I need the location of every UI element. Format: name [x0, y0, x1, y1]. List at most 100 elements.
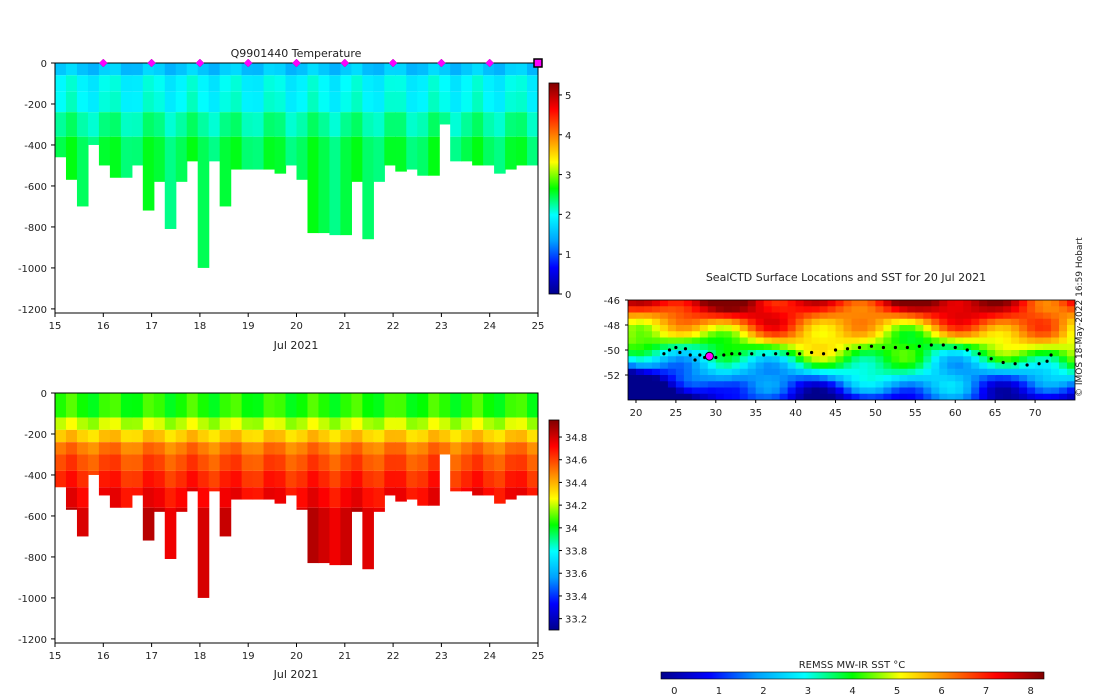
sst-cell — [707, 387, 717, 395]
sst-cell — [643, 312, 653, 320]
section-cell — [417, 487, 429, 506]
sst-cell — [827, 331, 837, 339]
sst-cell — [659, 375, 669, 382]
section-cell — [362, 429, 374, 443]
sst-cell — [803, 331, 813, 339]
section-cell — [362, 442, 374, 455]
section-cell — [197, 63, 210, 76]
sst-cell — [771, 393, 781, 400]
sst-cell — [931, 306, 940, 314]
sst-cell — [763, 300, 773, 307]
sst-cell — [723, 312, 733, 320]
sst-cell — [1035, 331, 1044, 339]
sst-cell — [659, 368, 669, 376]
sst-cell — [899, 362, 908, 370]
section-cell — [362, 75, 374, 92]
sst-cell — [979, 381, 988, 389]
colorbar-tick-label: 34.6 — [565, 456, 587, 467]
sst-cell — [731, 362, 741, 370]
sst-cell — [779, 350, 789, 357]
track-point — [965, 348, 969, 352]
sst-cell — [683, 356, 693, 364]
sst-cell — [971, 318, 980, 326]
sst-cell — [907, 331, 916, 339]
sst-cell — [667, 375, 677, 382]
sst-cell — [803, 306, 813, 314]
sst-cell — [731, 368, 741, 376]
track-point — [683, 347, 688, 351]
section-cell — [87, 91, 100, 113]
section-cell — [252, 91, 265, 113]
sst-cell — [723, 337, 733, 345]
track-point — [1037, 362, 1041, 366]
sst-cell — [723, 343, 733, 351]
sst-cell — [931, 356, 940, 364]
section-cell — [208, 393, 221, 418]
sst-cell — [979, 331, 988, 339]
section-cell — [175, 91, 188, 113]
x-tick-label: 22 — [387, 321, 400, 332]
sst-cell — [667, 356, 677, 364]
sst-cell — [1051, 306, 1060, 314]
sst-field — [628, 300, 1075, 400]
sst-cell — [1003, 312, 1012, 320]
section-cell — [142, 454, 155, 471]
sst-cell — [1043, 375, 1052, 382]
sst-cell — [931, 325, 940, 332]
section-cell — [109, 442, 122, 455]
sst-cell — [635, 331, 645, 339]
sst-cell — [963, 337, 972, 345]
section-cell — [142, 112, 155, 137]
section-cell — [175, 393, 188, 418]
section-cell — [450, 470, 462, 488]
section-cell — [65, 393, 78, 418]
sst-cell — [635, 375, 645, 382]
section-cell — [285, 136, 298, 166]
section-cell — [461, 63, 473, 76]
section-cell — [120, 75, 133, 92]
sst-cell — [899, 331, 908, 339]
sst-cell — [923, 306, 932, 314]
section-cell — [175, 454, 188, 471]
sst-cell — [771, 300, 781, 307]
section-cell — [505, 442, 517, 455]
section-cell — [307, 487, 320, 508]
section-cell — [472, 112, 484, 137]
section-cell — [197, 507, 210, 598]
track-point — [698, 353, 702, 357]
sst-cell — [947, 337, 956, 345]
sst-cell — [771, 368, 781, 376]
sst-cell — [987, 381, 996, 389]
section-cell — [527, 63, 538, 76]
sst-cell — [1067, 375, 1075, 382]
sst-cell — [1043, 356, 1052, 364]
section-cell — [373, 91, 385, 113]
sst-cell — [779, 331, 789, 339]
sst-cell — [811, 362, 821, 370]
sst-cell — [915, 381, 924, 389]
sst-cell — [1027, 306, 1036, 314]
sst-cell — [1043, 312, 1052, 320]
sst-cell — [739, 300, 749, 307]
sst-cell — [803, 356, 813, 364]
sst-cell — [635, 350, 645, 357]
sst-cell — [787, 300, 797, 307]
track-point — [1049, 353, 1053, 357]
section-cell — [120, 417, 133, 430]
section-cell — [263, 470, 276, 488]
sst-cell — [667, 325, 677, 332]
sst-cell — [651, 387, 661, 395]
sst-cell — [755, 306, 765, 314]
sst-cell — [667, 343, 677, 351]
section-cell — [505, 417, 517, 430]
sst-cell — [939, 325, 948, 332]
colorbar-tick-label: 33.6 — [565, 569, 587, 580]
sst-cell — [787, 356, 797, 364]
sst-cell — [907, 368, 916, 376]
sst-cell — [683, 350, 693, 357]
sst-cell — [715, 318, 725, 326]
sst-cell — [955, 331, 964, 339]
sst-cell — [875, 325, 885, 332]
sst-cell — [755, 362, 765, 370]
sst-cell — [747, 312, 757, 320]
